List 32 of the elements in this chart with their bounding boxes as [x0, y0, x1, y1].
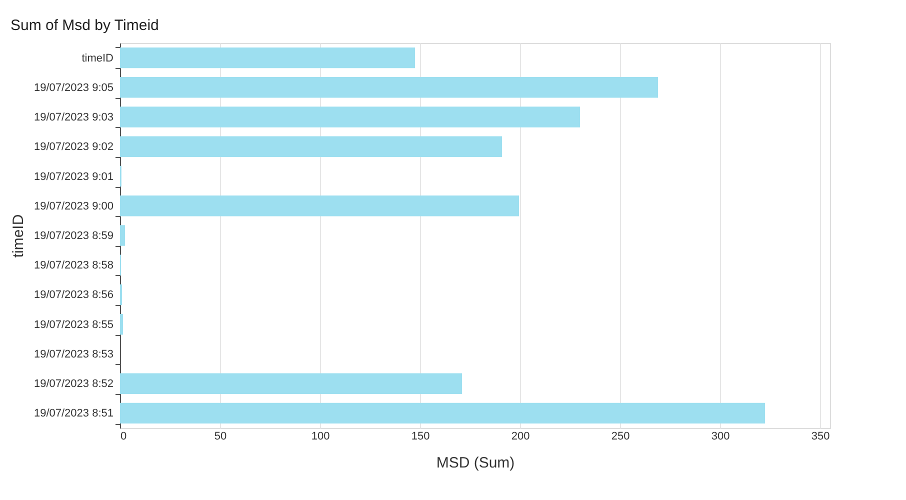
x-tick-label: 50 — [214, 430, 227, 442]
y-tick-label: 19/07/2023 9:05 — [34, 82, 114, 94]
y-tick-label: 19/07/2023 8:51 — [34, 408, 114, 420]
y-tick-label: 19/07/2023 8:56 — [34, 289, 114, 302]
bar — [120, 225, 125, 246]
x-tick-label: 200 — [511, 430, 530, 442]
bar — [120, 106, 580, 128]
y-tick-label: timeID — [82, 52, 114, 64]
y-tick-label: 19/07/2023 8:55 — [34, 318, 114, 331]
x-tick-label: 300 — [711, 430, 730, 442]
x-tick-label: 0 — [120, 430, 127, 442]
y-tick-label: 19/07/2023 9:02 — [34, 141, 114, 154]
y-tick-label: 19/07/2023 8:52 — [34, 378, 114, 390]
x-tick-label: 350 — [811, 430, 830, 442]
x-axis-title: MSD (Sum) — [436, 454, 515, 472]
y-tick-label: 19/07/2023 8:59 — [34, 230, 114, 242]
chart-title: Sum of Msd by Timeid — [10, 17, 159, 34]
bar — [120, 402, 765, 424]
y-tick-label: 19/07/2023 9:00 — [34, 200, 114, 212]
bar — [120, 136, 502, 158]
bar — [120, 47, 415, 68]
x-tick-label: 250 — [611, 430, 630, 442]
y-tick-label: 19/07/2023 9:01 — [34, 170, 114, 183]
bar — [120, 373, 462, 394]
x-tick-label: 150 — [411, 430, 430, 442]
x-tick-label: 100 — [311, 430, 330, 442]
y-tick-label: 19/07/2023 9:03 — [34, 112, 114, 124]
bar — [120, 314, 123, 335]
y-tick-label: 19/07/2023 8:53 — [34, 348, 114, 360]
y-tick-label: 19/07/2023 8:58 — [34, 260, 114, 272]
bar — [120, 77, 658, 98]
bar — [120, 196, 519, 216]
